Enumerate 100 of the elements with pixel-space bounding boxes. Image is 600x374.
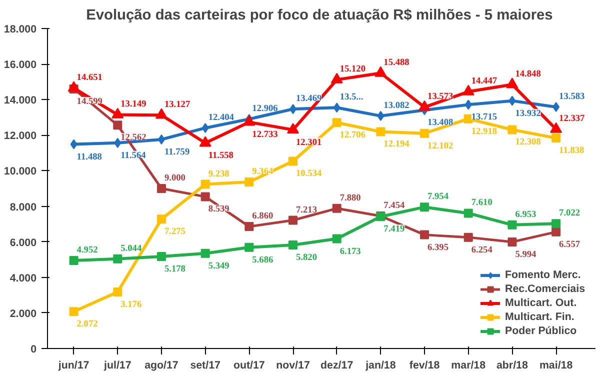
data-label: 13.408: [428, 118, 454, 128]
point: [112, 108, 124, 118]
data-label: 14.447: [471, 76, 498, 87]
point: [464, 114, 473, 124]
x-tick-label: fev/18: [409, 360, 440, 372]
y-tick-label: 2.000: [10, 308, 37, 320]
x-tick-label: mar/18: [451, 360, 486, 372]
legend-label: Fomento Merc.: [505, 268, 581, 282]
data-label: 13.573: [428, 92, 454, 102]
data-label: 9.238: [208, 169, 230, 180]
point: [508, 96, 516, 106]
point: [332, 204, 342, 213]
point: [508, 220, 517, 230]
point: [376, 127, 386, 136]
point: [288, 216, 298, 225]
point: [156, 214, 166, 224]
y-tick-label: 4.000: [10, 272, 37, 284]
point: [199, 136, 212, 147]
point: [244, 242, 254, 252]
y-tick-label: 18.000: [4, 24, 37, 36]
data-label: 5.686: [252, 255, 274, 266]
point: [200, 180, 210, 189]
data-label: 8.539: [208, 204, 230, 215]
data-label: 3.176: [120, 300, 142, 310]
point: [552, 134, 561, 143]
point: [418, 100, 431, 111]
x-tick-label: jun/17: [57, 360, 90, 372]
data-label: 7.880: [340, 193, 362, 204]
x-tick-label: abr/18: [496, 360, 528, 372]
point: [464, 208, 473, 218]
point: [332, 118, 342, 128]
point: [69, 256, 78, 265]
data-label: 14.848: [515, 70, 542, 80]
x-tick-label: ago/17: [144, 360, 178, 372]
data-label: 12.404: [208, 112, 234, 123]
x-tick-label: dez/17: [320, 360, 354, 372]
point: [114, 138, 122, 148]
data-label: 11.759: [164, 147, 190, 158]
data-label: 9.000: [164, 174, 186, 184]
point: [155, 108, 168, 119]
legend-label: Poder Público: [505, 324, 577, 338]
data-label: 15.488: [384, 58, 410, 68]
point: [374, 66, 387, 77]
point: [462, 84, 474, 96]
legend-label: Multicart. Fin.: [505, 310, 574, 324]
point: [156, 184, 166, 193]
point: [333, 102, 340, 113]
point: [288, 240, 298, 250]
data-label: 12.733: [252, 130, 278, 140]
data-label: 7.213: [296, 205, 318, 216]
data-label: 13.149: [120, 100, 147, 110]
x-tick-label: set/17: [190, 360, 221, 372]
data-label: 6.953: [515, 210, 537, 220]
y-tick-label: 8.000: [10, 201, 37, 214]
data-label: 5.994: [515, 250, 537, 260]
point: [332, 234, 342, 244]
data-label: 5.820: [296, 253, 318, 264]
data-label: 14.599: [76, 96, 103, 107]
y-tick-label: 12.000: [4, 130, 37, 142]
data-label: 6.173: [340, 246, 362, 257]
data-label: 13.932: [515, 108, 542, 119]
data-label: 12.194: [384, 140, 410, 150]
data-label: 9.364: [252, 167, 274, 178]
data-label: 7.022: [559, 208, 580, 219]
data-label: 4.952: [76, 245, 98, 256]
data-label: 12.906: [252, 104, 278, 114]
data-label: 13.583: [559, 92, 586, 102]
data-label: 14.651: [76, 73, 103, 84]
point: [288, 156, 298, 166]
data-label: 5.349: [208, 261, 230, 272]
point: [552, 227, 561, 236]
point: [69, 307, 78, 316]
y-tick-label: 10.000: [4, 166, 37, 178]
data-label: 5.178: [164, 264, 186, 274]
data-label: 12.706: [340, 130, 366, 141]
data-label: 12.102: [428, 141, 454, 152]
point: [508, 125, 517, 134]
data-label: 13.5...: [340, 92, 364, 103]
point: [287, 122, 300, 134]
data-label: 7.419: [384, 224, 406, 235]
y-tick-label: 14.000: [4, 94, 37, 107]
data-label: 6.557: [559, 240, 580, 250]
data-label: 6.254: [471, 245, 493, 256]
y-tick-label: 0: [30, 344, 37, 356]
point: [200, 248, 210, 258]
point: [244, 222, 254, 232]
point: [113, 120, 122, 130]
point: [113, 254, 122, 264]
x-tick-label: jan/18: [364, 360, 396, 372]
data-label: 13.715: [471, 112, 498, 123]
point: [464, 100, 472, 110]
data-label: 5.044: [120, 244, 142, 254]
x-tick-label: nov/17: [276, 360, 310, 372]
point: [243, 115, 256, 126]
x-tick-label: out/17: [233, 360, 265, 372]
data-label: 7.610: [471, 198, 493, 208]
point: [377, 110, 384, 121]
data-label: 13.127: [164, 100, 190, 110]
point: [202, 122, 209, 133]
point: [508, 237, 517, 246]
